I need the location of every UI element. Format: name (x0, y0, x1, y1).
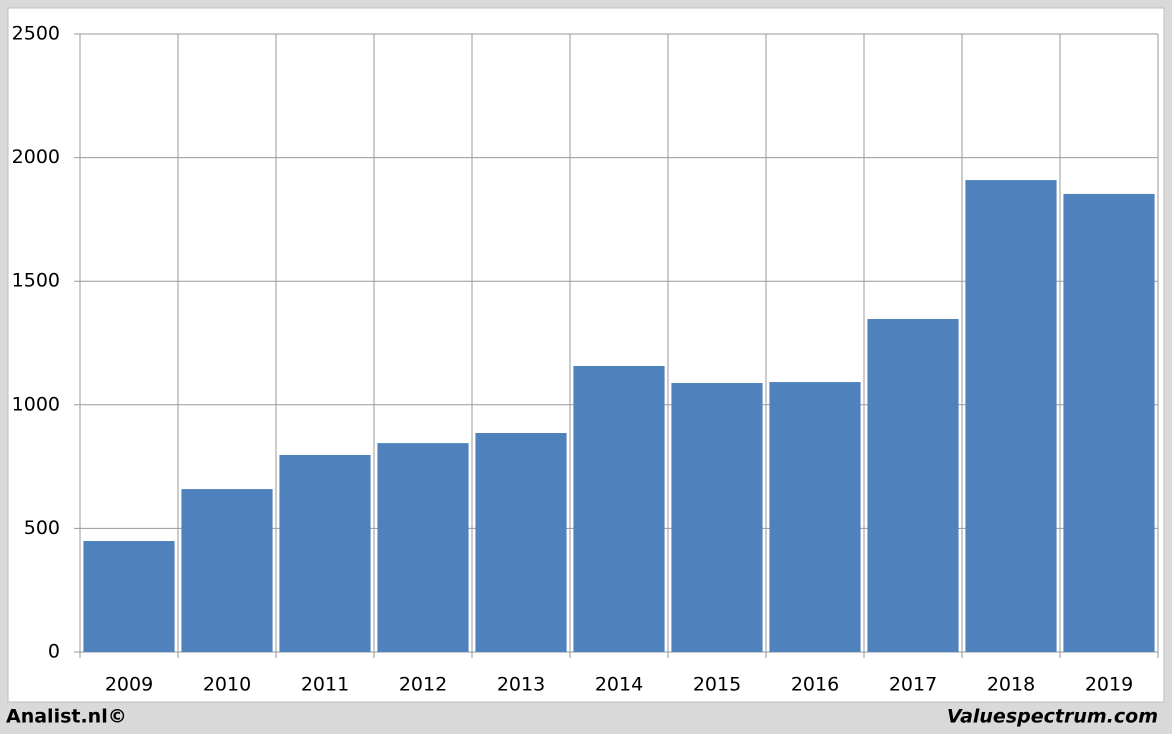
y-tick-label: 1000 (12, 393, 60, 415)
x-tick-label: 2010 (203, 674, 251, 696)
bar (573, 365, 665, 652)
bar (671, 383, 763, 652)
source-left: Analist.nl© (6, 706, 127, 728)
x-tick-label: 2015 (693, 674, 741, 696)
x-tick-label: 2019 (1085, 674, 1133, 696)
y-tick-label: 1500 (12, 270, 60, 292)
bar (377, 443, 469, 652)
x-tick-label: 2012 (399, 674, 447, 696)
x-tick-label: 2014 (595, 674, 643, 696)
x-tick-label: 2009 (105, 674, 153, 696)
y-tick-label: 500 (24, 517, 60, 539)
bar (769, 382, 861, 652)
x-tick-label: 2016 (791, 674, 839, 696)
bar (965, 180, 1057, 652)
source-right: Valuespectrum.com (947, 706, 1158, 728)
bar (83, 541, 175, 652)
y-tick-label: 2000 (12, 146, 60, 168)
y-tick-label: 2500 (12, 23, 60, 45)
x-tick-label: 2011 (301, 674, 349, 696)
x-tick-label: 2013 (497, 674, 545, 696)
bar (279, 454, 371, 652)
bar (181, 489, 273, 652)
bar (1063, 193, 1155, 652)
x-tick-label: 2017 (889, 674, 937, 696)
bar (475, 432, 567, 652)
x-tick-label: 2018 (987, 674, 1035, 696)
y-tick-label: 0 (48, 641, 60, 663)
bar (867, 319, 959, 652)
